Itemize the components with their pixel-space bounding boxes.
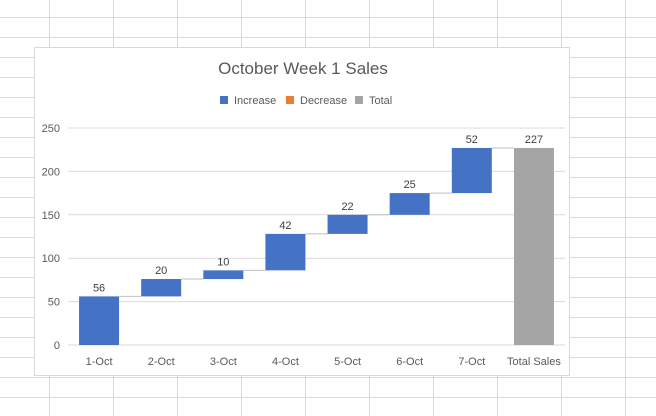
data-label: 25 (404, 179, 416, 191)
legend-swatch-total (355, 96, 363, 104)
x-tick-label: 1-Oct (86, 356, 113, 368)
legend[interactable]: Increase Decrease Total (220, 95, 392, 107)
gridlines (68, 127, 565, 346)
bar-1-oct[interactable] (79, 296, 120, 345)
bar-2-oct[interactable] (141, 279, 182, 297)
data-label: 56 (93, 282, 105, 294)
bars[interactable] (79, 147, 554, 345)
bar-3-oct[interactable] (203, 270, 244, 280)
bar-5-oct[interactable] (327, 214, 368, 234)
bar-total-sales[interactable] (513, 147, 554, 345)
y-tick-label: 150 (42, 210, 60, 222)
y-tick-label: 0 (54, 340, 60, 352)
x-tick-label: 3-Oct (210, 356, 237, 368)
waterfall-chart: October Week 1 Sales Increase Decrease T… (42, 59, 565, 368)
legend-swatch-increase (220, 96, 228, 104)
bar-7-oct[interactable] (451, 147, 492, 194)
data-label: 52 (466, 134, 478, 146)
y-tick-label: 200 (42, 166, 60, 178)
x-tick-label: 4-Oct (272, 356, 299, 368)
x-axis: 1-Oct 2-Oct 3-Oct 4-Oct 5-Oct 6-Oct 7-Oct Total… (86, 356, 562, 368)
x-tick-label: 5-Oct (334, 356, 361, 368)
data-labels: 56 20 10 42 22 25 52 227 (93, 134, 543, 294)
y-tick-label: 50 (48, 297, 60, 309)
legend-label-decrease: Decrease (300, 95, 347, 107)
chart-area[interactable]: October Week 1 Sales Increase Decrease T… (34, 47, 570, 376)
data-label: 227 (525, 134, 543, 146)
connector-lines (119, 147, 514, 297)
legend-label-total: Total (369, 95, 392, 107)
legend-label-increase: Increase (234, 95, 276, 107)
x-tick-label: 7-Oct (458, 356, 485, 368)
y-tick-label: 100 (42, 253, 60, 265)
legend-swatch-decrease (286, 96, 294, 104)
bar-4-oct[interactable] (265, 233, 306, 271)
bar-6-oct[interactable] (389, 193, 430, 215)
x-tick-label: 6-Oct (396, 356, 423, 368)
data-label: 10 (217, 256, 229, 268)
data-label: 42 (279, 220, 291, 232)
chart-title: October Week 1 Sales (218, 59, 388, 78)
x-tick-label: Total Sales (507, 356, 561, 368)
data-label: 20 (155, 265, 167, 277)
data-label: 22 (341, 201, 353, 213)
y-tick-label: 250 (42, 123, 60, 135)
x-tick-label: 2-Oct (148, 356, 175, 368)
y-axis: 0 50 100 150 200 250 (42, 123, 60, 352)
